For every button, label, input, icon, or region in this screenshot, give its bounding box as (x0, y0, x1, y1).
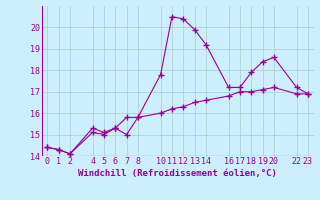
X-axis label: Windchill (Refroidissement éolien,°C): Windchill (Refroidissement éolien,°C) (78, 169, 277, 178)
